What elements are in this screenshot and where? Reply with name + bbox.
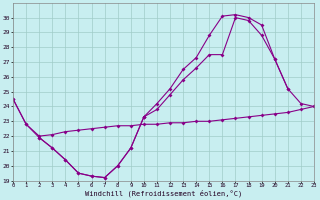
- X-axis label: Windchill (Refroidissement éolien,°C): Windchill (Refroidissement éolien,°C): [85, 190, 242, 197]
